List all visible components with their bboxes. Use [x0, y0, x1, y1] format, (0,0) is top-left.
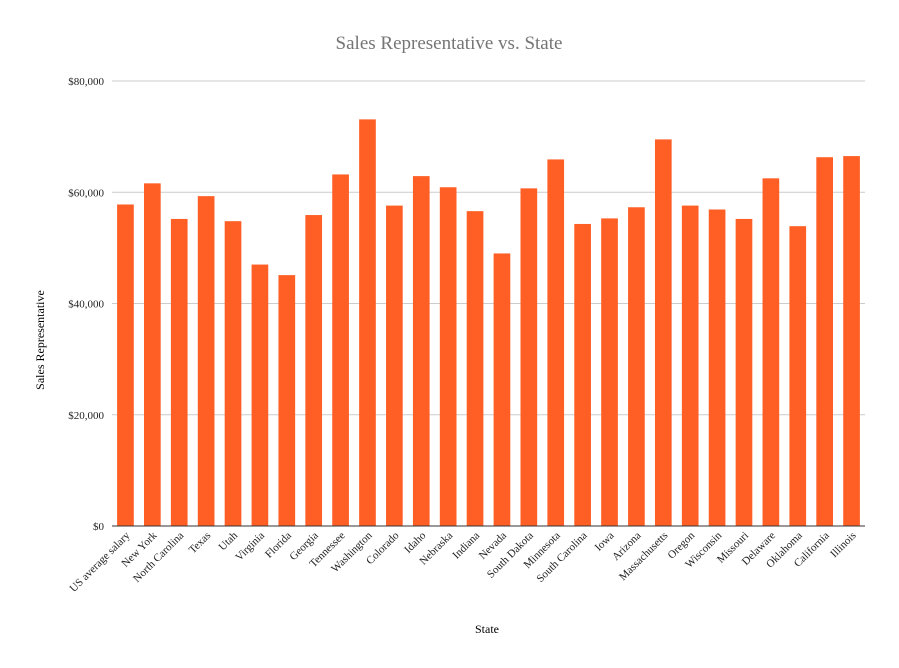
- bars: [117, 119, 860, 527]
- bar: [520, 188, 538, 526]
- bar: [628, 207, 645, 527]
- bar: [305, 215, 323, 526]
- bar: [144, 183, 161, 526]
- bar: [574, 223, 591, 527]
- y-tick-label: $40,000: [68, 299, 104, 311]
- bar: [735, 218, 753, 526]
- y-tick-label: $0: [93, 521, 105, 533]
- bar: [117, 204, 134, 527]
- bar: [170, 218, 188, 526]
- bar: [762, 178, 780, 526]
- bar: [789, 226, 807, 526]
- bar: [601, 218, 618, 527]
- x-tick-label: Utah: [217, 529, 241, 553]
- bar: [278, 275, 296, 526]
- y-axis-label: Sales Representative: [33, 290, 47, 390]
- x-tick-label: Virginia: [233, 530, 267, 564]
- bar: [332, 174, 349, 526]
- bar: [843, 156, 860, 526]
- bar: [816, 157, 833, 527]
- bar: [439, 187, 457, 526]
- bar: [681, 205, 699, 526]
- y-tick-label: $20,000: [68, 410, 104, 422]
- x-tick-label: Illinois: [828, 530, 859, 561]
- bar: [251, 264, 269, 526]
- x-axis-label: State: [475, 622, 499, 636]
- x-tick-label: Texas: [187, 530, 214, 557]
- bar: [547, 159, 565, 526]
- x-tick-label: Indiana: [450, 530, 482, 562]
- chart-title: Sales Representative vs. State: [336, 33, 563, 54]
- bar: [466, 211, 484, 526]
- bar: [197, 196, 215, 527]
- bar: [708, 209, 726, 526]
- bar: [359, 119, 376, 526]
- bar: [493, 253, 511, 526]
- y-tick-label: $80,000: [68, 76, 104, 88]
- bar: [224, 221, 242, 527]
- x-tick-label: Iowa: [593, 530, 617, 554]
- bar: [386, 205, 403, 526]
- y-tick-label: $60,000: [68, 187, 104, 199]
- bar: [654, 139, 672, 526]
- y-axis-ticks: $0 $20,000 $40,000 $60,000 $80,000: [68, 76, 104, 533]
- bar: [412, 176, 430, 526]
